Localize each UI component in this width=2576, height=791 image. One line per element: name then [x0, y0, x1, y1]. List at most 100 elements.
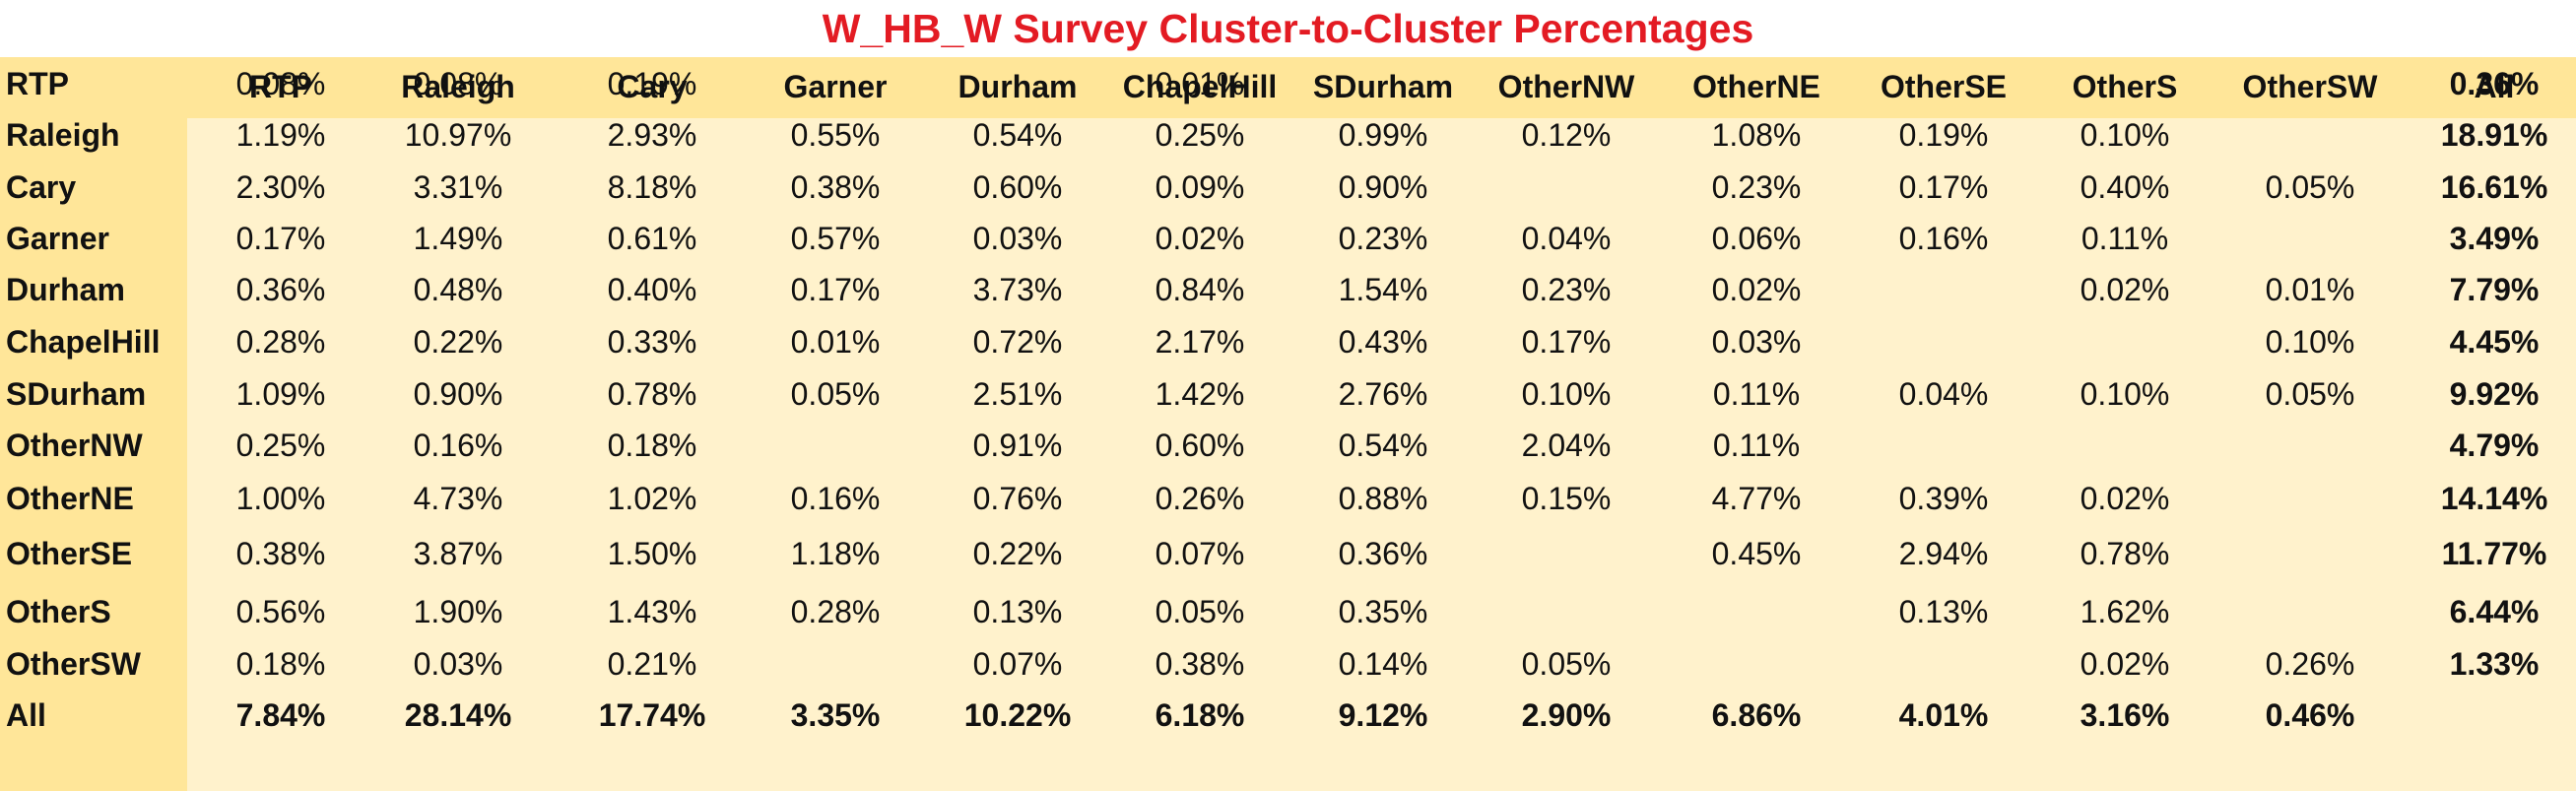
table-cell: 0.12% — [1521, 117, 1612, 153]
table-cell: 0.26% — [2265, 646, 2355, 682]
table-cell: 0.11% — [1712, 428, 1801, 463]
total-cell: 0.36% — [2449, 66, 2540, 101]
table-cell: 1.09% — [235, 376, 326, 412]
table-cell: 10.97% — [404, 117, 512, 153]
table-cell: 0.39% — [1898, 481, 1989, 516]
table-cell: 0.38% — [790, 169, 881, 205]
table-cell: 0.10% — [2080, 117, 2170, 153]
table-cell: 0.17% — [1521, 324, 1612, 360]
table-cell: 1.50% — [607, 536, 697, 571]
total-cell: 6.44% — [2449, 594, 2540, 629]
table-cell: 0.18% — [235, 646, 326, 682]
table-cell: 0.72% — [972, 324, 1063, 360]
table-cell: 4.77% — [1711, 481, 1802, 516]
table-cell: 0.45% — [1711, 536, 1802, 571]
total-cell: 1.33% — [2449, 646, 2540, 682]
table-cell: 0.91% — [972, 428, 1063, 463]
table-cell: 0.22% — [413, 324, 503, 360]
total-cell: 4.45% — [2449, 324, 2540, 360]
column-header: OtherNW — [1497, 69, 1635, 104]
total-cell: 6.18% — [1155, 697, 1245, 733]
total-cell: 11.77% — [2441, 536, 2547, 571]
table-cell: 0.23% — [1711, 169, 1802, 205]
table-cell: 0.90% — [1338, 169, 1428, 205]
table-cell: 1.62% — [2080, 594, 2170, 629]
table-cell: 0.07% — [972, 646, 1063, 682]
table-cell: 0.25% — [235, 428, 326, 463]
table-cell: 0.05% — [2265, 376, 2355, 412]
column-header: OtherNE — [1692, 69, 1820, 104]
table-cell: 0.13% — [1898, 594, 1989, 629]
table-cell: 0.17% — [1898, 169, 1989, 205]
table-cell: 0.03% — [972, 221, 1063, 256]
table-cell: 0.78% — [607, 376, 697, 412]
column-header: OtherS — [2072, 69, 2178, 104]
table-cell: 0.78% — [2080, 536, 2170, 571]
table-cell: 0.21% — [607, 646, 697, 682]
column-header: ChapelHill — [1122, 69, 1278, 104]
table-cell: 0.33% — [607, 324, 697, 360]
total-cell: 2.90% — [1521, 697, 1612, 733]
table-cell: 0.04% — [1898, 376, 1989, 412]
table-cell: 0.76% — [972, 481, 1063, 516]
total-cell: 17.74% — [598, 697, 706, 733]
column-header: Cary — [617, 69, 688, 104]
total-cell: 4.79% — [2449, 428, 2540, 463]
column-header: RTP — [249, 69, 312, 104]
column-header: OtherSW — [2242, 69, 2378, 104]
table-cell: 0.16% — [790, 481, 881, 516]
table-cell: 0.38% — [1155, 646, 1245, 682]
table-cell: 1.49% — [413, 221, 503, 256]
column-header: All — [2474, 69, 2515, 104]
table-cell: 4.73% — [413, 481, 503, 516]
table-cell: 0.10% — [2265, 324, 2355, 360]
table-cell: 0.02% — [1155, 221, 1245, 256]
table-cell: 0.09% — [1155, 169, 1245, 205]
table-cell: 0.05% — [2265, 169, 2355, 205]
table-cell: 2.30% — [235, 169, 326, 205]
table-cell: 2.04% — [1521, 428, 1612, 463]
table-cell: 0.35% — [1338, 594, 1428, 629]
row-label: SDurham — [6, 376, 147, 412]
table-cell: 1.19% — [235, 117, 326, 153]
table-cell: 8.18% — [607, 169, 697, 205]
table-cell: 2.51% — [972, 376, 1063, 412]
total-cell: 6.86% — [1711, 697, 1802, 733]
total-cell: 3.35% — [790, 697, 881, 733]
column-header: OtherSE — [1880, 69, 2008, 104]
table-cell: 1.02% — [607, 481, 697, 516]
table-cell: 0.11% — [1712, 376, 1801, 412]
table-cell: 3.73% — [972, 272, 1063, 307]
table-cell: 0.84% — [1155, 272, 1245, 307]
table-cell: 0.88% — [1338, 481, 1428, 516]
table-cell: 0.55% — [790, 117, 881, 153]
row-label: OtherNE — [6, 481, 134, 516]
table-cell: 1.90% — [413, 594, 503, 629]
table-cell: 2.93% — [607, 117, 697, 153]
total-cell: 28.14% — [404, 697, 512, 733]
total-cell: 9.92% — [2449, 376, 2540, 412]
table-cell: 0.28% — [790, 594, 881, 629]
table-cell: 0.23% — [1521, 272, 1612, 307]
row-label: OtherSW — [6, 646, 141, 682]
chart-title: W_HB_W Survey Cluster-to-Cluster Percent… — [822, 6, 1754, 51]
table-cell: 0.02% — [2080, 646, 2170, 682]
table-cell: 1.43% — [607, 594, 697, 629]
table-cell: 0.19% — [607, 66, 697, 101]
table-cell: 0.13% — [972, 594, 1063, 629]
table-cell: 0.08% — [235, 66, 326, 101]
table-cell: 3.31% — [413, 169, 503, 205]
total-cell: 14.14% — [2440, 481, 2548, 516]
table-cell: 0.38% — [235, 536, 326, 571]
table-cell: 0.90% — [413, 376, 503, 412]
table-cell: 0.23% — [1338, 221, 1428, 256]
table-cell: 0.48% — [413, 272, 503, 307]
total-cell: 10.22% — [963, 697, 1072, 733]
total-cell: 7.79% — [2449, 272, 2540, 307]
table-cell: 0.01% — [1155, 66, 1245, 101]
table-cell: 0.22% — [972, 536, 1063, 571]
table-cell: 0.28% — [235, 324, 326, 360]
table-cell: 1.00% — [235, 481, 326, 516]
table-cell: 0.05% — [790, 376, 881, 412]
table-cell: 2.94% — [1898, 536, 1989, 571]
